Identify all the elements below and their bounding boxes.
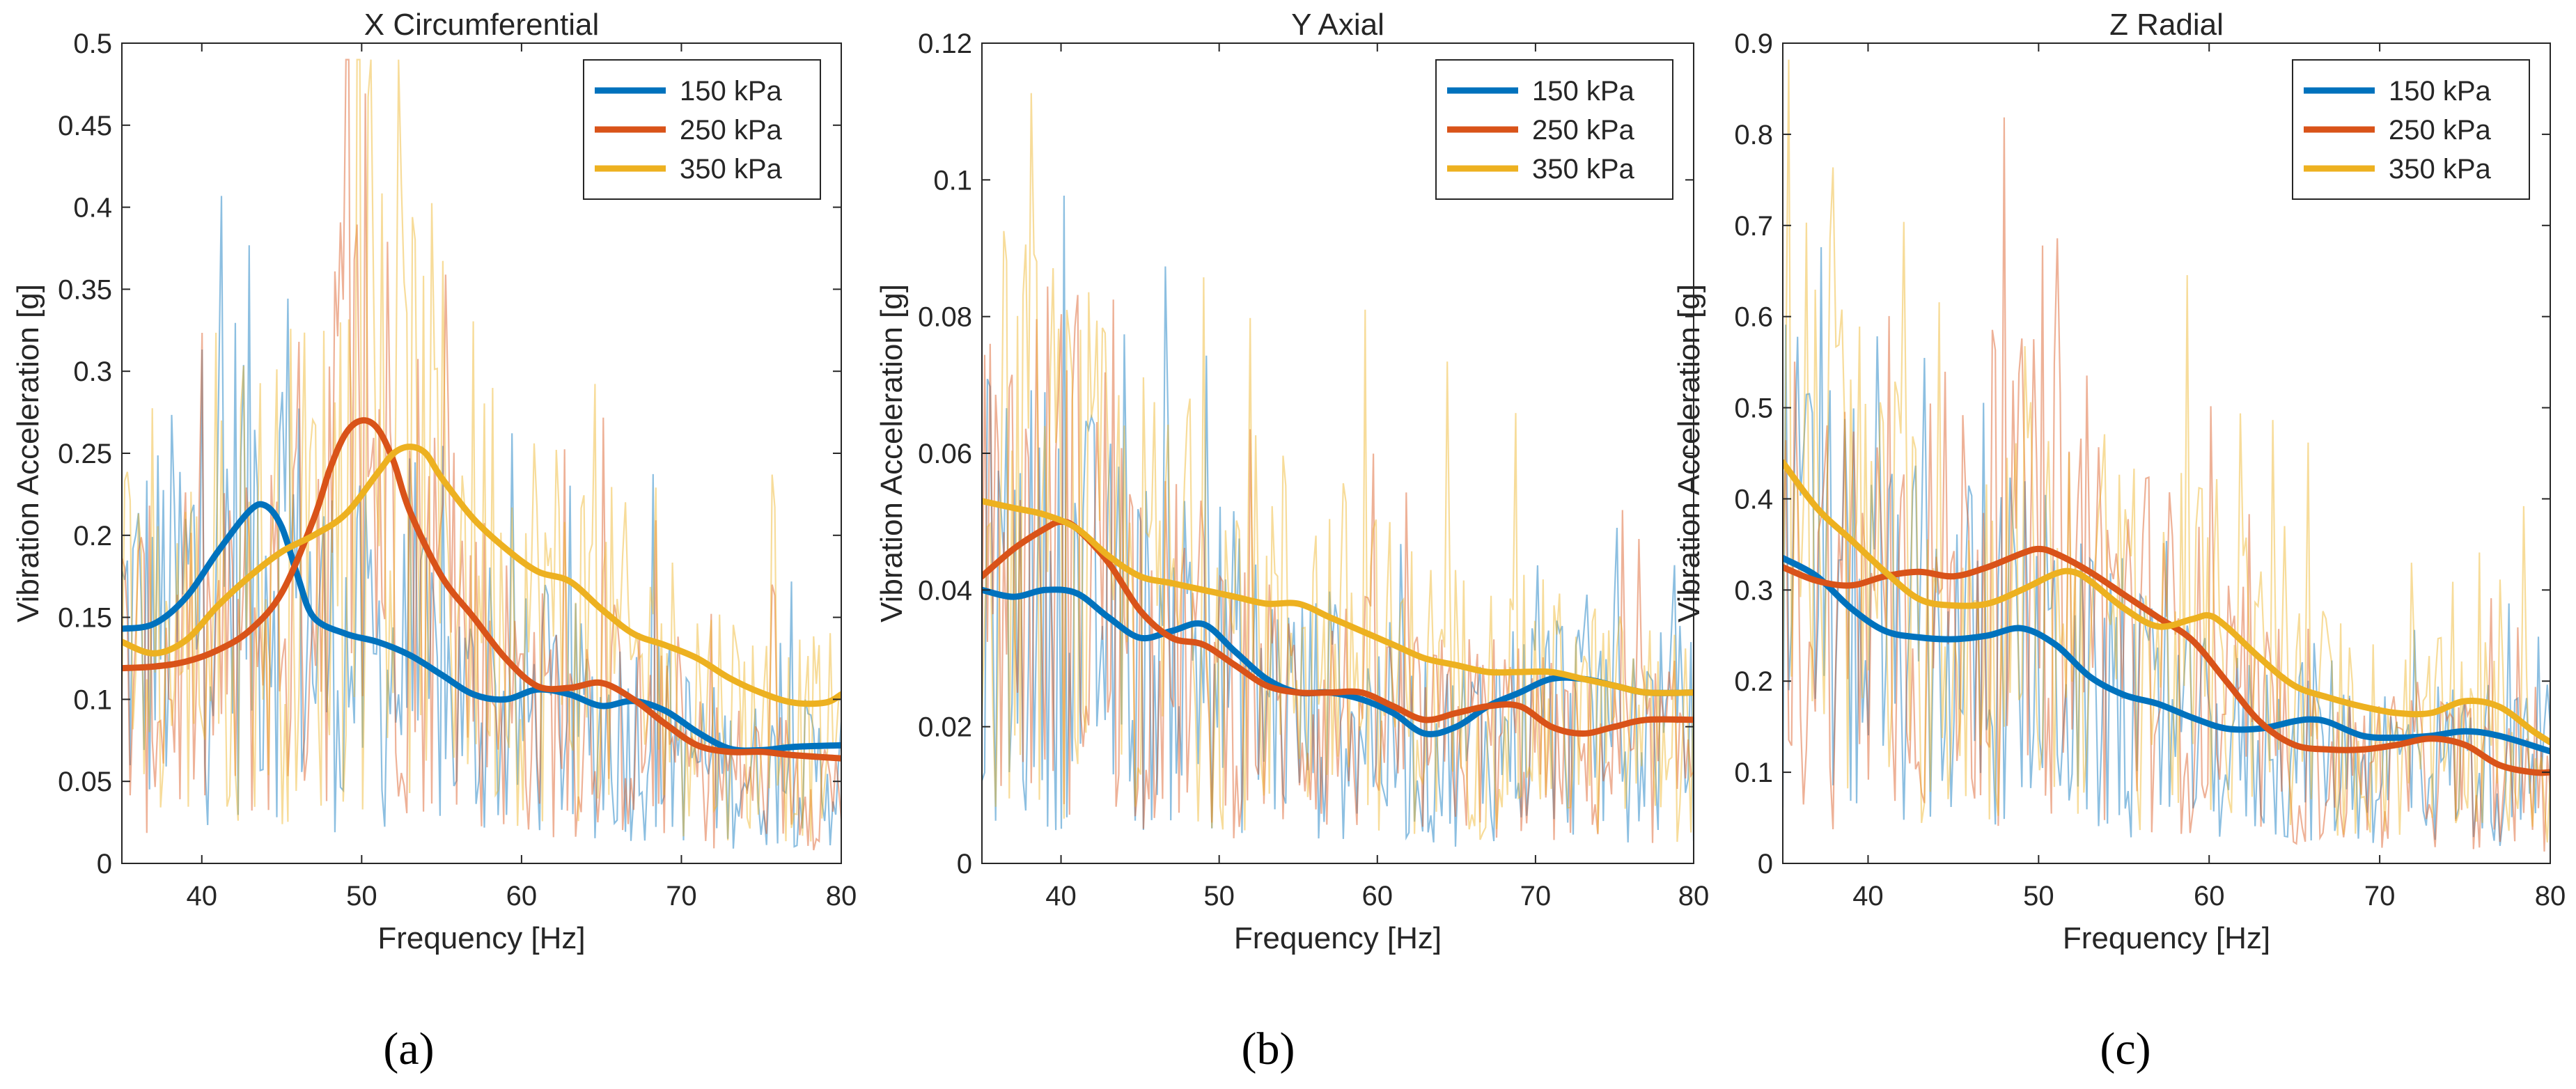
chart-title: Y Axial	[1291, 8, 1384, 42]
y-axis-label: Vibration Acceleration [g]	[11, 284, 45, 622]
x-tick-label: 70	[1520, 881, 1552, 911]
y-tick-label: 0.5	[73, 29, 112, 59]
y-tick-label: 0.1	[1734, 758, 1773, 788]
y-tick-label: 0.08	[918, 302, 972, 333]
raw-trace-150-kpa	[122, 196, 841, 849]
x-tick-label: 50	[1203, 881, 1235, 911]
y-tick-label: 0.04	[918, 575, 972, 606]
series-line-150-kpa	[122, 501, 841, 754]
x-tick-label: 40	[1045, 881, 1077, 911]
x-axis-label: Frequency [Hz]	[377, 921, 585, 955]
axes-box	[1782, 42, 2551, 864]
y-tick-label: 0.3	[73, 357, 112, 387]
series-line-250-kpa	[122, 417, 841, 762]
panel-label: (a)	[383, 1024, 434, 1074]
legend-label: 250 kPa	[680, 115, 783, 146]
y-tick-label: 0.1	[73, 684, 112, 715]
chart-panel-3: 40 50 60 70 80 0 0.1 0.2 0.3 0.4 0.5 0.6 0.7 0.8 0.9 Z …	[1672, 8, 2566, 1074]
chart-title: Z Radial	[2109, 8, 2224, 42]
series-line-150-kpa	[1783, 555, 2550, 755]
chart-title: X Circumferential	[364, 8, 599, 42]
x-tick-label: 80	[1678, 881, 1710, 911]
legend: 150 kPa 250 kPa 350 kPa	[1435, 59, 1673, 200]
chart-panel-1: 40 50 60 70 80 0 0.05 0.1 0.15 0.2 0.25 0.3 0.35 0.4 0…	[11, 8, 857, 1074]
legend-label: 150 kPa	[680, 76, 783, 107]
panel-label: (b)	[1242, 1024, 1295, 1074]
panel-label: (c)	[2100, 1024, 2150, 1074]
x-tick-label: 80	[826, 881, 857, 911]
y-tick-label: 0	[957, 849, 972, 879]
x-tick-label: 70	[2364, 881, 2396, 911]
y-tick-label: 0.4	[1734, 484, 1773, 515]
x-tick-label: 80	[2535, 881, 2566, 911]
series-line-350-kpa	[122, 444, 841, 707]
plot-lines	[982, 93, 1694, 847]
raw-traces	[122, 58, 841, 851]
raw-trace-350-kpa	[122, 58, 841, 842]
plot-lines	[122, 58, 841, 851]
x-tick-label: 60	[1362, 881, 1394, 911]
x-tick-label: 70	[666, 881, 697, 911]
y-tick-label: 0.2	[73, 521, 112, 551]
legend-label: 350 kPa	[2389, 154, 2492, 185]
legend-label: 250 kPa	[2389, 115, 2492, 146]
y-tick-label: 0.6	[1734, 302, 1773, 333]
y-tick-label: 0.9	[1734, 29, 1773, 59]
y-tick-label: 0.5	[1734, 393, 1773, 424]
y-tick-label: 0.8	[1734, 120, 1773, 150]
legend-label: 250 kPa	[1532, 115, 1635, 146]
raw-trace-250-kpa	[1783, 117, 2550, 852]
series-line-350-kpa	[982, 498, 1694, 696]
y-tick-label: 0.05	[58, 767, 112, 797]
x-tick-label: 50	[2023, 881, 2054, 911]
x-tick-label: 50	[346, 881, 377, 911]
plot-lines	[1783, 59, 2550, 852]
y-tick-label: 0.3	[1734, 575, 1773, 606]
y-tick-label: 0	[1758, 849, 1773, 879]
x-tick-label: 40	[1852, 881, 1884, 911]
y-tick-label: 0.06	[918, 439, 972, 469]
y-tick-label: 0.7	[1734, 211, 1773, 242]
legend-label: 150 kPa	[1532, 76, 1635, 107]
legend-label: 350 kPa	[1532, 154, 1635, 185]
series-line-250-kpa	[1783, 545, 2550, 776]
y-tick-label: 0.2	[1734, 666, 1773, 697]
y-tick-label: 0.15	[58, 603, 112, 634]
y-tick-label: 0.25	[58, 439, 112, 469]
y-tick-label: 0.4	[73, 193, 112, 224]
y-tick-label: 0.12	[918, 29, 972, 59]
y-axis-label: Vibration Acceleration [g]	[1672, 284, 1706, 622]
y-tick-label: 0.02	[918, 712, 972, 743]
x-tick-label: 60	[506, 881, 538, 911]
chart-panel-2: 40 50 60 70 80 0 0.02 0.04 0.06 0.08 0.1 0.12 Y Axia…	[875, 8, 1709, 1074]
legend: 150 kPa 250 kPa 350 kPa	[2292, 59, 2530, 200]
y-tick-label: 0	[97, 849, 112, 879]
x-axis-label: Frequency [Hz]	[2063, 921, 2270, 955]
legend: 150 kPa 250 kPa 350 kPa	[583, 59, 821, 200]
x-axis-label: Frequency [Hz]	[1234, 921, 1442, 955]
y-axis-label: Vibration Acceleration [g]	[875, 284, 909, 622]
y-tick-label: 0.1	[933, 165, 972, 196]
x-tick-label: 40	[187, 881, 218, 911]
legend-label: 350 kPa	[680, 154, 783, 185]
raw-trace-250-kpa	[122, 58, 841, 851]
series-line-350-kpa	[1783, 459, 2550, 746]
x-tick-label: 60	[2194, 881, 2225, 911]
y-tick-label: 0.45	[58, 111, 112, 141]
legend-label: 150 kPa	[2389, 76, 2492, 107]
y-tick-label: 0.35	[58, 274, 112, 305]
